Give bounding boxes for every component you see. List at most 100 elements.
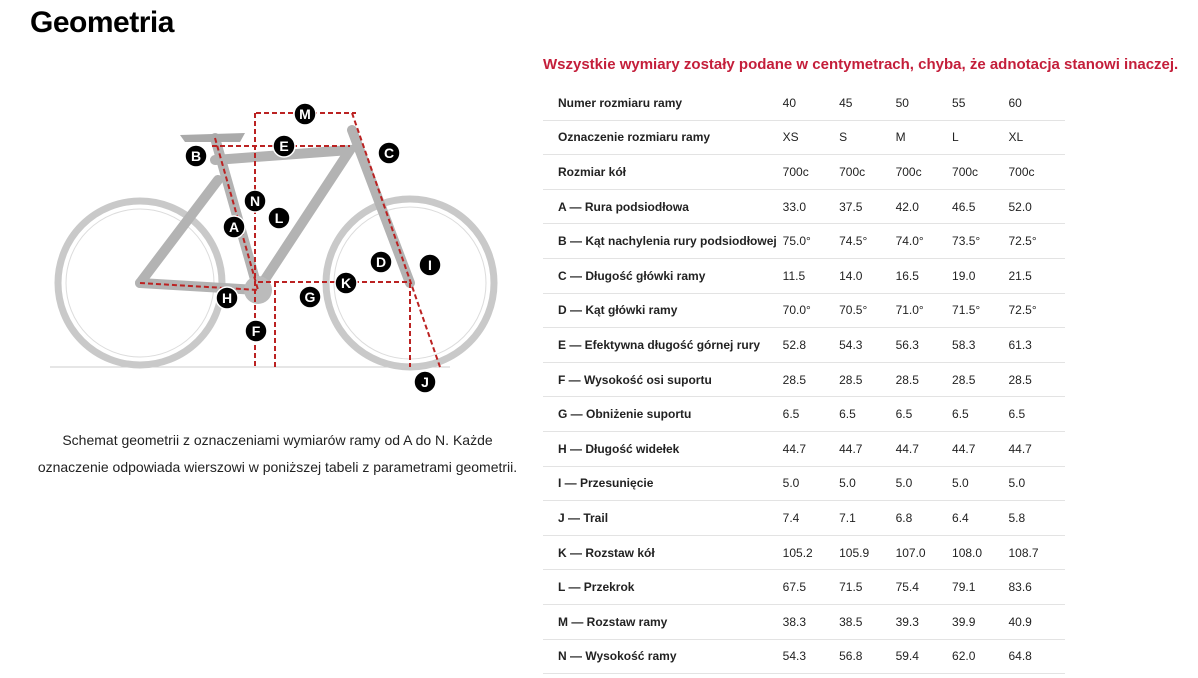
cell-value: 70.5° <box>839 293 896 329</box>
dimension-label: I <box>428 257 432 273</box>
cell-value: 5.0 <box>782 466 840 502</box>
cell-value: 14.0 <box>839 258 896 294</box>
cell-value: 16.5 <box>895 258 953 294</box>
dimension-label: G <box>305 289 316 305</box>
cell-value: 72.5° <box>1008 293 1065 329</box>
table-row: F — Wysokość osi suportu 28.5 28.5 28.5 28.5… <box>543 362 1065 398</box>
cell-value: 44.7 <box>1008 431 1065 467</box>
cell-value: 44.7 <box>952 431 1009 467</box>
row-label: C — Długość główki ramy <box>543 258 783 294</box>
cell-value: 38.3 <box>782 604 840 640</box>
cell-value: 28.5 <box>839 362 896 398</box>
table-row: J — Trail 7.4 7.1 6.8 6.4 5.8 <box>543 500 1065 536</box>
dimension-label: H <box>222 290 232 306</box>
cell-value: 5.0 <box>839 466 896 502</box>
cell-value: 59.4 <box>895 639 953 675</box>
label-badge <box>334 271 358 295</box>
label-badge <box>184 144 208 168</box>
label-badge <box>244 319 268 343</box>
cell-value: 83.6 <box>1008 569 1065 605</box>
cell-value: 5.0 <box>952 466 1009 502</box>
geometry-table: Numer rozmiaru ramy 40 45 50 55 60 Oznaczenie … <box>543 86 1065 675</box>
table-row: L — Przekrok 67.5 71.5 75.4 79.1 83.6 <box>543 569 1065 605</box>
cell-value: 50 <box>895 86 953 121</box>
cell-value: 45 <box>839 86 896 121</box>
cell-value: 64.8 <box>1008 639 1065 675</box>
dimension-label: M <box>299 106 311 122</box>
cell-value: 40.9 <box>1008 604 1065 640</box>
row-label: J — Trail <box>543 500 783 536</box>
row-label: L — Przekrok <box>543 569 783 605</box>
cell-value: 56.3 <box>895 327 953 363</box>
row-label: M — Rozstaw ramy <box>543 604 783 640</box>
dimension-label: J <box>421 374 429 390</box>
cell-value: 73.5° <box>952 223 1009 259</box>
label-badge <box>418 253 442 277</box>
row-label: G — Obniżenie suportu <box>543 396 783 432</box>
cell-value: 6.5 <box>782 396 840 432</box>
dimension-label: L <box>275 210 284 226</box>
cell-value: 108.7 <box>1008 535 1065 571</box>
row-label: B — Kąt nachylenia rury podsiodłowej <box>543 223 783 259</box>
table-row: K — Rozstaw kół 105.2 105.9 107.0 108.0 108.7 <box>543 535 1065 571</box>
cell-value: 54.3 <box>839 327 896 363</box>
cell-value: 39.9 <box>952 604 1009 640</box>
dimension-label: E <box>279 138 288 154</box>
cell-value: 44.7 <box>895 431 953 467</box>
cell-value: 28.5 <box>1008 362 1065 398</box>
cell-value: 7.4 <box>782 500 840 536</box>
label-badge <box>377 141 401 165</box>
dimension-label: C <box>384 145 394 161</box>
label-badge <box>293 102 317 126</box>
cell-value: 7.1 <box>839 500 896 536</box>
cell-value: 74.0° <box>895 223 953 259</box>
cell-value: 67.5 <box>782 569 840 605</box>
cell-value: 71.5° <box>952 293 1009 329</box>
cell-value: 42.0 <box>895 189 953 225</box>
dimension-label: N <box>250 193 260 209</box>
cell-value: 70.0° <box>782 293 840 329</box>
table-row: C — Długość główki ramy 11.5 14.0 16.5 19.0 2… <box>543 258 1065 294</box>
cell-value: 6.5 <box>952 396 1009 432</box>
cell-value: 52.0 <box>1008 189 1065 225</box>
label-badge <box>222 215 246 239</box>
row-label: Rozmiar kół <box>543 154 783 190</box>
cell-value: 60 <box>1008 86 1065 121</box>
table-row: Oznaczenie rozmiaru ramy XS S M L XL <box>543 120 1065 156</box>
cell-value: 19.0 <box>952 258 1009 294</box>
row-label: N — Wysokość ramy <box>543 639 783 675</box>
table-row: D — Kąt główki ramy 70.0° 70.5° 71.0° 71.5° 7… <box>543 293 1065 329</box>
table-row: Numer rozmiaru ramy 40 45 50 55 60 <box>543 86 1065 121</box>
table-row: Rozmiar kół 700c 700c 700c 700c 700c <box>543 154 1065 190</box>
cell-value: 107.0 <box>895 535 953 571</box>
cell-value: 39.3 <box>895 604 953 640</box>
cell-value: 5.0 <box>895 466 953 502</box>
cell-value: 56.8 <box>839 639 896 675</box>
cell-value: 71.5 <box>839 569 896 605</box>
cell-value: 21.5 <box>1008 258 1065 294</box>
cell-value: 6.8 <box>895 500 953 536</box>
cell-value: 6.5 <box>839 396 896 432</box>
cell-value: 61.3 <box>1008 327 1065 363</box>
cell-value: 44.7 <box>839 431 896 467</box>
row-label: K — Rozstaw kół <box>543 535 783 571</box>
table-row: N — Wysokość ramy 54.3 56.8 59.4 62.0 64.8 <box>543 639 1065 675</box>
label-badge <box>272 134 296 158</box>
cell-value: 75.4 <box>895 569 953 605</box>
label-badge <box>243 189 267 213</box>
label-badge <box>215 286 239 310</box>
label-badge <box>413 370 437 394</box>
cell-value: L <box>952 120 1009 156</box>
cell-value: 71.0° <box>895 293 953 329</box>
table-row: I — Przesunięcie 5.0 5.0 5.0 5.0 5.0 <box>543 466 1065 502</box>
cell-value: 33.0 <box>782 189 840 225</box>
cell-value: 700c <box>895 154 953 190</box>
cell-value: 62.0 <box>952 639 1009 675</box>
table-row: E — Efektywna długość górnej rury 52.8 54.… <box>543 327 1065 363</box>
cell-value: 52.8 <box>782 327 840 363</box>
dimension-label: K <box>341 275 351 291</box>
dimension-label: D <box>376 254 386 270</box>
cell-value: 28.5 <box>895 362 953 398</box>
cell-value: M <box>895 120 953 156</box>
table-row: A — Rura podsiodłowa 33.0 37.5 42.0 46.5 52.0 <box>543 189 1065 225</box>
